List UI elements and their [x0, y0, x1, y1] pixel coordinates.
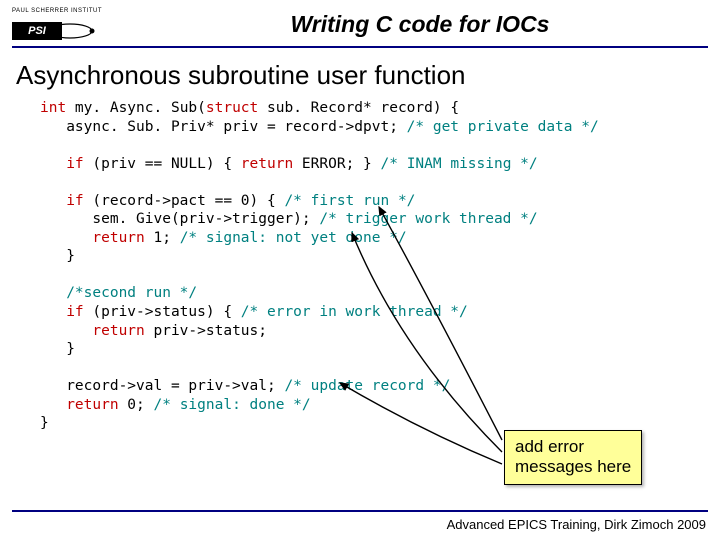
code-text: async. Sub. Priv* priv = record->dpvt; [40, 119, 407, 135]
comment: /*second run */ [40, 285, 197, 301]
kw: return [241, 156, 293, 172]
code-text: sem. Give(priv->trigger); [40, 211, 319, 227]
comment: /* get private data */ [407, 119, 599, 135]
code-text: } [40, 415, 49, 431]
slide-title: Writing C code for IOCs [132, 11, 708, 38]
logo-small-text: PAUL SCHERRER INSTITUT [12, 8, 102, 14]
code-block: int my. Async. Sub(struct sub. Record* r… [16, 99, 704, 433]
comment: /* error in work thread */ [241, 304, 468, 320]
code-text: priv->status; [145, 323, 267, 339]
kw: struct [206, 100, 258, 116]
footer-text: Advanced EPICS Training, Dirk Zimoch 200… [447, 517, 706, 532]
callout-line1: add error [515, 437, 631, 457]
comment: /* trigger work thread */ [319, 211, 537, 227]
callout-box: add error messages here [504, 430, 642, 485]
code-text: 0; [119, 397, 154, 413]
content-area: Asynchronous subroutine user function in… [0, 48, 720, 433]
code-text: (record->pact == 0) { [84, 193, 285, 209]
comment: /* first run */ [284, 193, 415, 209]
code-text: ERROR; } [293, 156, 380, 172]
comment: /* signal: done */ [154, 397, 311, 413]
code-text: my. Async. Sub( [66, 100, 206, 116]
code-text: } [40, 341, 75, 357]
kw: return [40, 397, 119, 413]
section-title: Asynchronous subroutine user function [16, 60, 704, 91]
logo-swoosh-icon [50, 22, 110, 40]
comment: /* INAM missing */ [381, 156, 538, 172]
comment: /* signal: not yet done */ [180, 230, 407, 246]
logo: PAUL SCHERRER INSTITUT PSI [12, 8, 132, 40]
kw: if [40, 304, 84, 320]
code-text: } [40, 248, 75, 264]
code-text: record->val = priv->val; [40, 378, 284, 394]
comment: /* update record */ [284, 378, 450, 394]
footer-rule [12, 510, 708, 512]
kw: if [40, 193, 84, 209]
code-text: sub. Record* record) { [258, 100, 459, 116]
header: PAUL SCHERRER INSTITUT PSI Writing C cod… [0, 0, 720, 44]
code-text: (priv == NULL) { [84, 156, 241, 172]
callout-line2: messages here [515, 457, 631, 477]
kw: if [40, 156, 84, 172]
kw: return [40, 230, 145, 246]
kw: int [40, 100, 66, 116]
code-text: 1; [145, 230, 180, 246]
code-text: (priv->status) { [84, 304, 241, 320]
kw: return [40, 323, 145, 339]
